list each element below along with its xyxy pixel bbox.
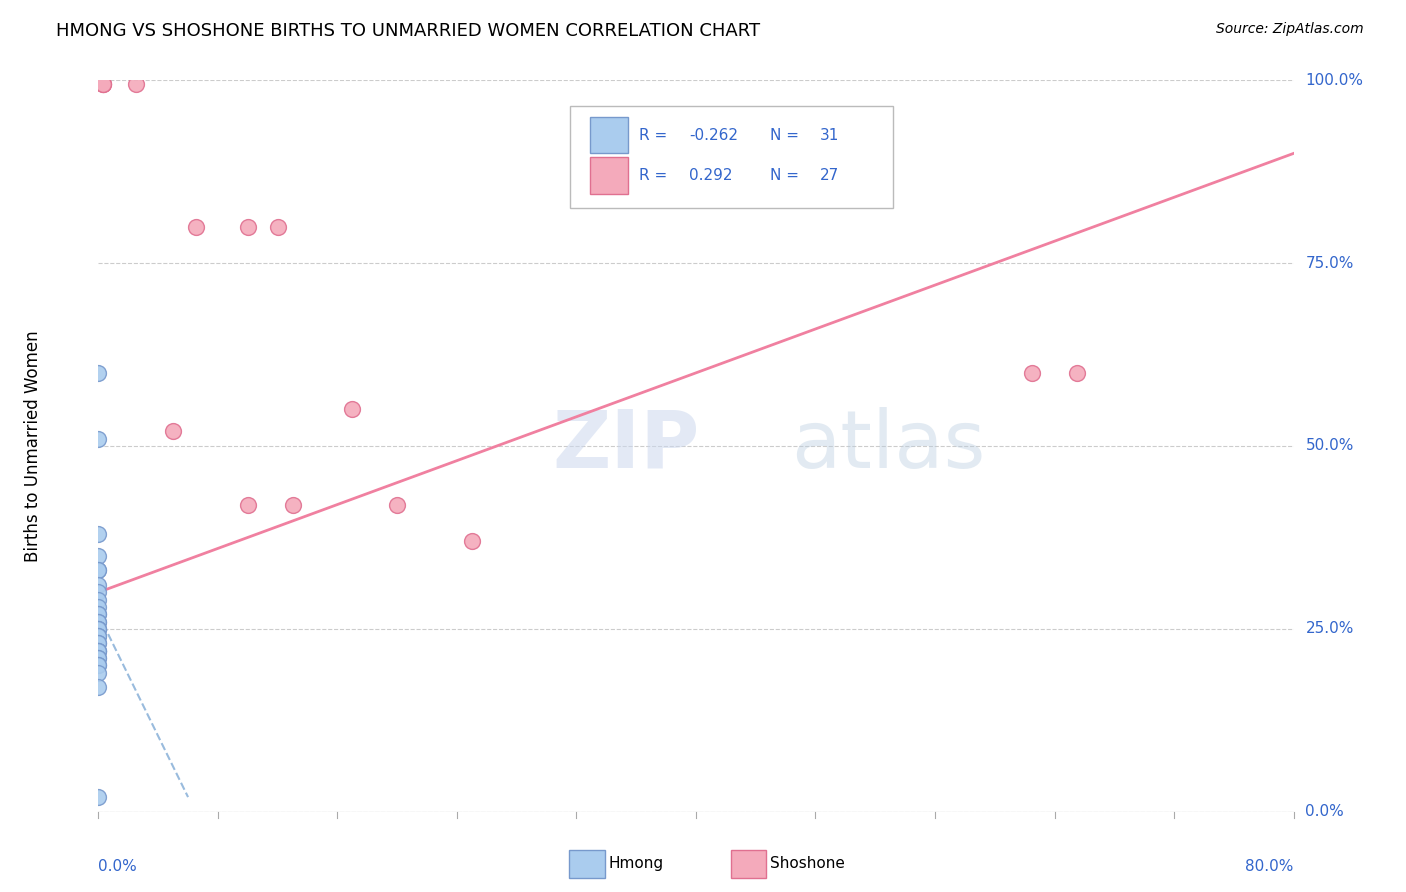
Point [87,665,110,680]
Point [87,526,110,541]
Point [162,425,184,439]
Text: 25.0%: 25.0% [1306,622,1354,636]
Point [87,366,110,380]
Point [125,77,148,91]
Point [281,498,304,512]
Point [385,498,409,512]
Point [236,219,259,234]
Point [1066,366,1088,380]
Text: ZIP: ZIP [553,407,700,485]
Point [87,622,110,636]
Point [87,607,110,622]
Text: 80.0%: 80.0% [1246,859,1294,874]
Text: N =: N = [770,128,799,143]
Point [87,622,110,636]
Point [87,629,110,643]
Text: 0.0%: 0.0% [1306,805,1344,819]
Text: 75.0%: 75.0% [1306,256,1354,270]
Text: 0.292: 0.292 [689,168,733,183]
Point [87,622,110,636]
Point [87,629,110,643]
Point [1021,366,1043,380]
Text: Births to Unmarried Women: Births to Unmarried Women [24,330,42,562]
Point [87,644,110,658]
Point [87,681,110,695]
Point [236,498,259,512]
Text: N =: N = [770,168,799,183]
Point [91,77,114,91]
Point [87,578,110,592]
Text: Shoshone: Shoshone [770,856,845,871]
Point [87,599,110,614]
Text: R =: R = [638,128,666,143]
Point [87,563,110,577]
Text: 50.0%: 50.0% [1306,439,1354,453]
Point [87,432,110,446]
Text: HMONG VS SHOSHONE BIRTHS TO UNMARRIED WOMEN CORRELATION CHART: HMONG VS SHOSHONE BIRTHS TO UNMARRIED WO… [56,22,761,40]
Point [87,636,110,650]
Point [87,644,110,658]
Point [87,607,110,622]
Text: Hmong: Hmong [609,856,664,871]
Point [87,615,110,629]
Point [91,77,114,91]
Point [87,563,110,577]
Text: 31: 31 [820,128,839,143]
FancyBboxPatch shape [589,117,628,153]
Point [267,219,290,234]
Point [87,658,110,673]
Text: 27: 27 [820,168,839,183]
Point [461,534,484,549]
Point [91,77,114,91]
Point [87,549,110,563]
Point [87,644,110,658]
FancyBboxPatch shape [589,157,628,194]
Text: -0.262: -0.262 [689,128,738,143]
Point [87,651,110,665]
Point [87,585,110,599]
Point [87,790,110,805]
Text: 100.0%: 100.0% [1306,73,1364,87]
Text: Source: ZipAtlas.com: Source: ZipAtlas.com [1216,22,1364,37]
Point [87,651,110,665]
Point [342,402,364,417]
Text: atlas: atlas [792,407,986,485]
Point [87,592,110,607]
Text: 0.0%: 0.0% [98,859,138,874]
Text: R =: R = [638,168,666,183]
FancyBboxPatch shape [569,850,605,879]
Point [87,636,110,650]
Point [184,219,207,234]
FancyBboxPatch shape [731,850,766,879]
Point [87,658,110,673]
FancyBboxPatch shape [571,106,893,209]
Point [87,615,110,629]
